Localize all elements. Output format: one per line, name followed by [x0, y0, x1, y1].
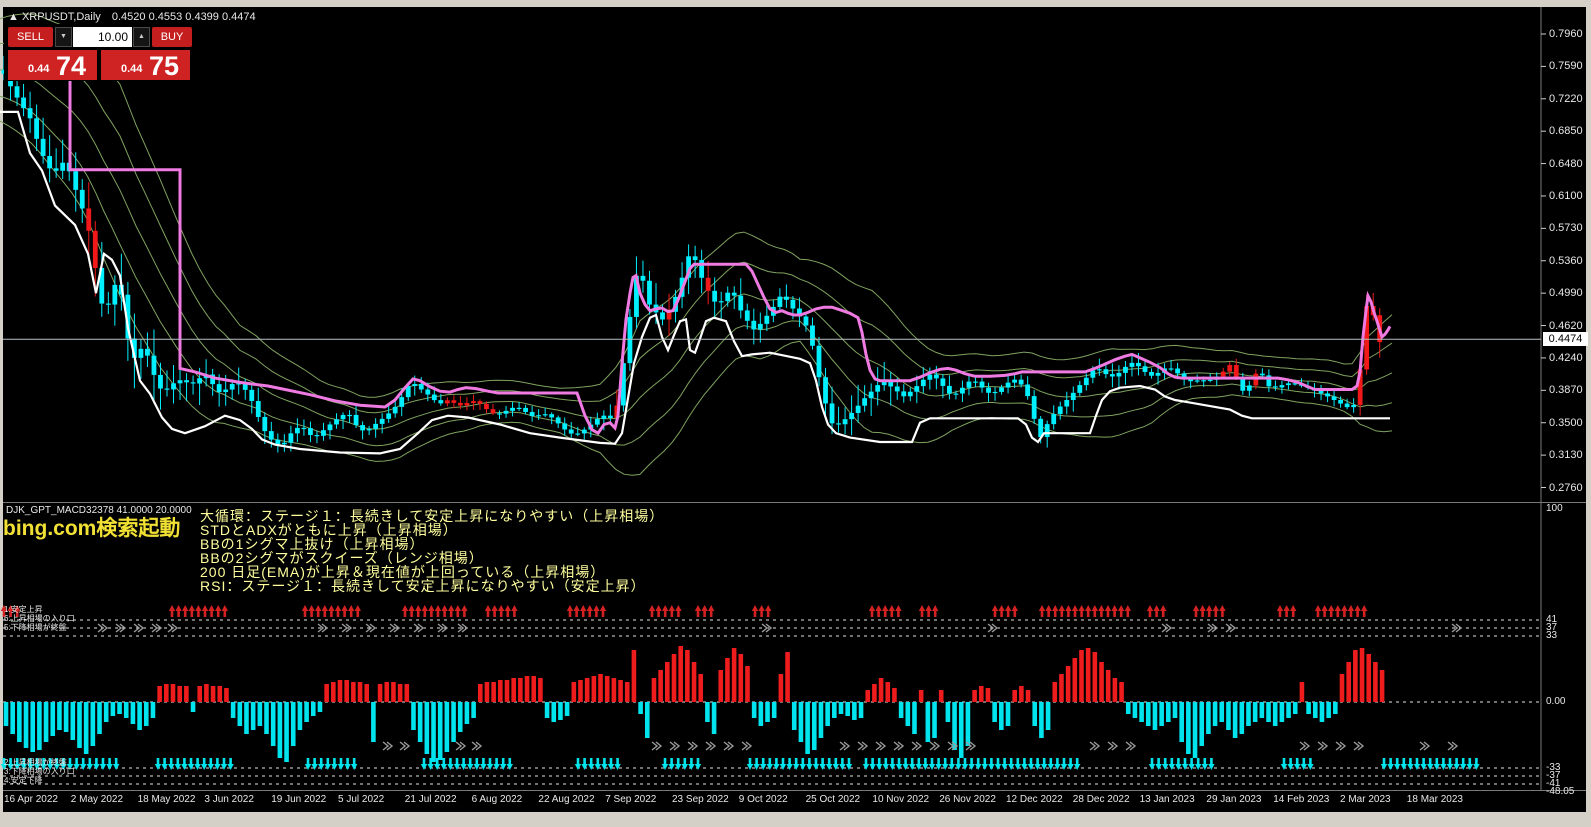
date-tick-label[interactable]: 29 Jan 2023	[1206, 794, 1262, 805]
status-line-2: STDとADXがともに上昇（上昇相場）	[200, 522, 458, 538]
date-tick-label[interactable]: 18 Mar 2023	[1406, 794, 1463, 805]
price-tick: 0.3500	[1549, 416, 1583, 429]
indicator-tick: -41	[1546, 778, 1561, 789]
price-tick: 0.3870	[1549, 384, 1583, 397]
indicator-tick: -33	[1546, 762, 1561, 773]
date-tick-label[interactable]: 21 Jul 2022	[404, 794, 457, 805]
sell-price-big: 74	[56, 51, 87, 81]
current-price-badge: 0.4474	[1543, 332, 1588, 346]
status-line-1: 大循環：ステージ１：長続きして安定上昇になりやすい（上昇相場）	[200, 508, 665, 524]
date-tick-label[interactable]: 26 Nov 2022	[939, 794, 996, 805]
price-tick: 0.2760	[1549, 481, 1583, 494]
date-tick-label[interactable]: 19 Jun 2022	[271, 794, 327, 805]
volume-decrease-button[interactable]: ▼	[55, 27, 72, 47]
status-line-6: RSI：ステージ１：長続きして安定上昇になりやすい（安定上昇）	[200, 578, 646, 594]
buy-price-big: 75	[149, 51, 180, 81]
spin-down-icon: ▼	[60, 33, 67, 40]
spin-up-icon: ▲	[138, 33, 145, 40]
date-tick-label[interactable]: 9 Oct 2022	[738, 794, 788, 805]
date-tick-label[interactable]: 10 Nov 2022	[872, 794, 930, 805]
indicator-tick: 0.00	[1546, 696, 1566, 707]
buy-button[interactable]: BUY	[152, 27, 192, 47]
price-tick: 0.7220	[1549, 92, 1583, 105]
indicator-tick: 37	[1546, 622, 1558, 633]
stage-label: 5:下降相場が終盤	[4, 623, 67, 632]
date-tick-label[interactable]: 7 Sep 2022	[605, 794, 657, 805]
date-tick-label[interactable]: 6 Aug 2022	[471, 794, 523, 805]
bing-search-button[interactable]: bing.com検索起動	[3, 517, 181, 540]
buy-price-tile[interactable]: 0.44 75	[101, 50, 190, 80]
date-tick-label[interactable]: 22 Aug 2022	[538, 794, 595, 805]
chart-title: ▲ XRPUSDT,Daily 0.4520 0.4553 0.4399 0.4…	[8, 11, 256, 23]
price-tick: 0.6100	[1549, 189, 1583, 202]
stage-label: 1:安定上昇	[4, 605, 43, 614]
stage-label: 2:上昇相場が終盤	[4, 758, 67, 767]
date-tick-label[interactable]: 18 May 2022	[137, 794, 196, 805]
price-tick: 0.4620	[1549, 319, 1583, 332]
date-tick-label[interactable]: 28 Dec 2022	[1072, 794, 1130, 805]
status-line-4: BBの2シグマがスクイーズ（レンジ相場）	[200, 550, 484, 566]
date-tick-label[interactable]: 3 Jun 2022	[204, 794, 254, 805]
price-tick: 0.6480	[1549, 157, 1583, 170]
date-tick-label[interactable]: 2 Mar 2023	[1340, 794, 1391, 805]
indicator-tick: 41	[1546, 614, 1558, 625]
date-tick-label[interactable]: 23 Sep 2022	[672, 794, 729, 805]
date-tick-label[interactable]: 16 Apr 2022	[4, 794, 58, 805]
price-tick: 0.3130	[1549, 449, 1583, 462]
indicator-tick: -48.05	[1546, 786, 1575, 797]
status-line-3: BBの1シグマ上抜け（上昇相場）	[200, 536, 425, 552]
one-click-trade-panel: SELL ▼ ▲ BUY 0.44 74 0.44 75	[4, 24, 194, 81]
date-tick-label[interactable]: 14 Feb 2023	[1273, 794, 1330, 805]
buy-price-small: 0.44	[121, 63, 143, 75]
date-tick-label[interactable]: 12 Dec 2022	[1006, 794, 1063, 805]
sell-price-tile[interactable]: 0.44 74	[8, 50, 97, 80]
price-tick: 0.7960	[1549, 28, 1583, 40]
date-tick-label[interactable]: 25 Oct 2022	[805, 794, 861, 805]
collapse-arrow-icon[interactable]: ▲	[8, 11, 19, 23]
volume-input[interactable]	[73, 27, 132, 47]
price-tick: 0.5360	[1549, 254, 1583, 267]
sell-price-small: 0.44	[28, 63, 50, 75]
stage-label: 3:下降相場の入り口	[4, 767, 75, 776]
volume-increase-button[interactable]: ▲	[133, 27, 150, 47]
stage-label: 4:安定下降	[4, 776, 43, 785]
price-tick: 0.5730	[1549, 222, 1583, 235]
indicator-tick: 100	[1546, 503, 1563, 514]
date-tick-label[interactable]: 13 Jan 2023	[1139, 794, 1195, 805]
sell-button[interactable]: SELL	[8, 27, 53, 47]
indicator-title: DJK_GPT_MACD32378 41.0000 20.0000	[6, 505, 192, 516]
price-tick: 0.6850	[1549, 125, 1583, 138]
status-line-5: 200 日足(EMA)が上昇＆現在値が上回っている（上昇相場）	[200, 564, 606, 580]
stage-label: 6:上昇相場の入り口	[4, 614, 75, 623]
symbol-period-label: XRPUSDT,Daily	[21, 11, 101, 23]
date-tick-label[interactable]: 2 May 2022	[70, 794, 124, 805]
price-tick: 0.4240	[1549, 351, 1583, 364]
indicator-tick: -37	[1546, 770, 1561, 781]
ohlc-values: 0.4520 0.4553 0.4399 0.4474	[111, 11, 256, 23]
date-tick-label[interactable]: 5 Jul 2022	[338, 794, 385, 805]
price-tick: 0.4990	[1549, 287, 1583, 300]
price-tick: 0.7590	[1549, 60, 1583, 73]
indicator-tick: 33	[1546, 630, 1558, 641]
